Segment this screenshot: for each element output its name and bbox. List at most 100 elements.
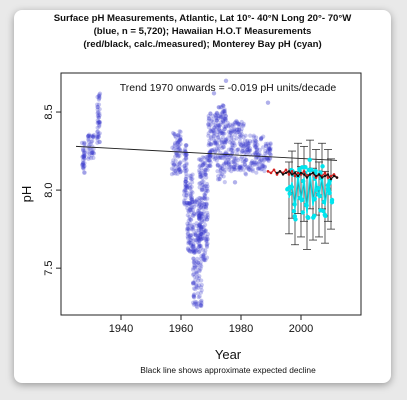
monterey-point [327, 190, 332, 196]
atlantic-point [191, 272, 196, 277]
atlantic-point [226, 160, 231, 165]
atlantic-point [97, 139, 102, 145]
atlantic-point [188, 206, 193, 211]
atlantic-point [198, 256, 203, 261]
atlantic-point [203, 161, 208, 166]
atlantic-point [206, 143, 211, 148]
atlantic-point [176, 133, 181, 138]
atlantic-point [189, 173, 194, 179]
atlantic-point [197, 223, 202, 228]
atlantic-point [236, 129, 241, 134]
atlantic-point [225, 161, 231, 166]
atlantic-point [191, 281, 196, 286]
atlantic-point [224, 137, 229, 142]
atlantic-point [176, 140, 181, 145]
atlantic-point [249, 161, 254, 166]
atlantic-point [96, 131, 101, 136]
atlantic-point [189, 189, 194, 194]
atlantic-point [215, 143, 220, 148]
atlantic-point [244, 157, 249, 163]
atlantic-point [82, 156, 87, 161]
atlantic-point [214, 141, 220, 146]
atlantic-point [190, 267, 196, 272]
hot-measured-point [314, 174, 318, 178]
atlantic-point [214, 158, 219, 163]
atlantic-point [178, 141, 183, 146]
atlantic-point [258, 137, 264, 142]
atlantic-point [193, 231, 198, 236]
atlantic-point [195, 291, 200, 296]
atlantic-point [97, 91, 103, 96]
atlantic-point [226, 129, 231, 134]
atlantic-point [240, 148, 245, 154]
atlantic-point [197, 241, 202, 246]
atlantic-point [257, 151, 262, 156]
atlantic-point [189, 184, 194, 189]
atlantic-point [207, 142, 212, 147]
atlantic-point [193, 287, 198, 292]
y-tick-label: 8.5 [43, 104, 55, 119]
atlantic-point [203, 167, 208, 173]
monterey-point [309, 167, 314, 173]
atlantic-point [182, 164, 187, 169]
atlantic-point [215, 111, 220, 116]
atlantic-point [267, 146, 272, 151]
atlantic-point [232, 129, 237, 134]
atlantic-point [81, 148, 86, 153]
atlantic-point [256, 161, 261, 167]
atlantic-point [200, 231, 205, 236]
atlantic-point [202, 202, 207, 207]
monterey-point [313, 168, 318, 174]
atlantic-point [259, 162, 264, 168]
monterey-point [289, 184, 295, 190]
atlantic-point [230, 123, 235, 128]
atlantic-point [190, 205, 195, 210]
atlantic-point [81, 164, 86, 169]
atlantic-point [201, 162, 206, 167]
atlantic-point [198, 246, 203, 251]
x-axis-label: Year [215, 347, 242, 362]
atlantic-point [195, 265, 200, 270]
monterey-point [327, 181, 332, 186]
atlantic-point [235, 158, 240, 163]
atlantic-point [229, 141, 234, 147]
atlantic-point [187, 200, 192, 206]
atlantic-point [237, 139, 243, 144]
atlantic-point [235, 127, 240, 132]
atlantic-point [202, 192, 207, 197]
atlantic-point [204, 175, 209, 180]
atlantic-point [95, 107, 100, 112]
atlantic-point [96, 135, 101, 140]
atlantic-point [232, 143, 237, 148]
atlantic-point [218, 144, 223, 149]
atlantic-point [176, 139, 182, 144]
atlantic-point [81, 160, 86, 166]
atlantic-point [198, 260, 203, 265]
atlantic-point [213, 156, 218, 161]
atlantic-point [190, 225, 196, 230]
atlantic-point [256, 156, 261, 161]
atlantic-point [208, 160, 213, 165]
hot-measured-point [278, 170, 282, 173]
atlantic-point [205, 157, 210, 163]
atlantic-point [191, 293, 196, 298]
atlantic-point [175, 138, 180, 143]
atlantic-point [208, 122, 213, 127]
atlantic-point [184, 183, 189, 188]
atlantic-point [227, 133, 232, 138]
atlantic-point [198, 290, 203, 295]
atlantic-point [87, 147, 93, 152]
atlantic-point [192, 295, 197, 300]
atlantic-point [201, 168, 206, 173]
atlantic-point [234, 130, 240, 135]
atlantic-point [266, 158, 271, 163]
atlantic-point [211, 120, 216, 125]
monterey-point [320, 164, 325, 169]
atlantic-point [209, 127, 214, 132]
atlantic-point [197, 199, 202, 204]
atlantic-point [187, 216, 192, 221]
atlantic-point [198, 262, 203, 267]
atlantic-point [80, 146, 86, 151]
atlantic-point [223, 138, 228, 143]
plot-frame [60, 72, 362, 316]
